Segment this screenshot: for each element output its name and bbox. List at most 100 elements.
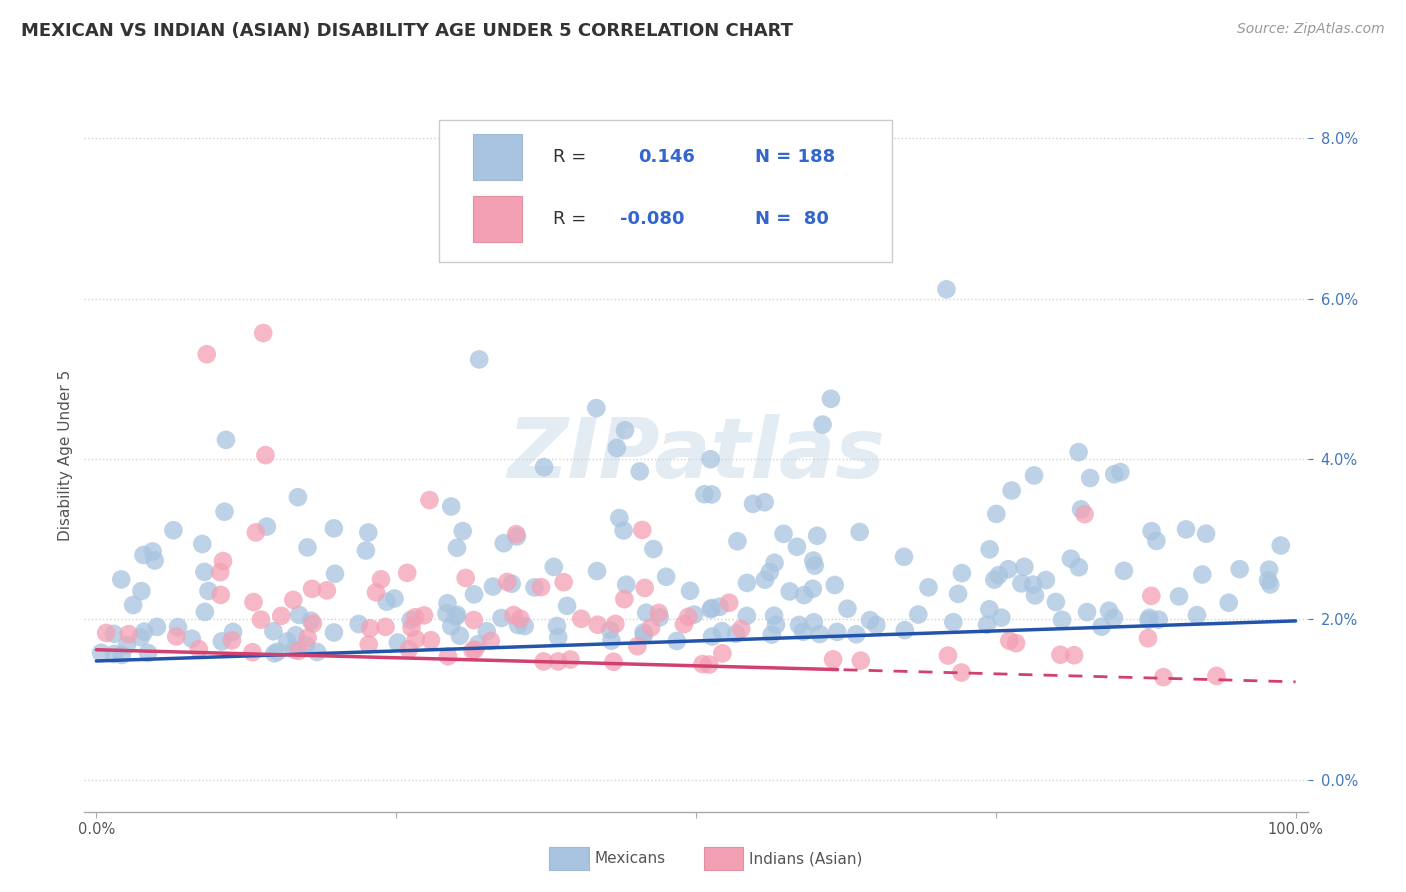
Point [134,624,156,639]
Point [1098,604,1121,618]
Point [245,525,267,540]
Point [384,591,406,606]
Point [242,645,264,659]
Point [506,529,529,543]
Point [1168,590,1191,604]
Point [509,612,531,626]
Point [475,624,498,639]
Point [1060,551,1083,566]
Point [700,487,723,501]
Point [146,620,169,634]
Point [1014,559,1036,574]
Point [143,553,166,567]
Point [301,582,323,596]
Point [1067,445,1090,459]
Point [115,638,138,652]
Point [725,534,748,549]
Point [725,626,748,640]
Point [602,655,624,669]
Point [405,632,427,646]
Point [283,592,305,607]
Point [643,542,665,557]
Point [1137,631,1160,645]
Point [1229,562,1251,576]
Point [1073,507,1095,521]
Point [1218,596,1240,610]
Point [665,634,688,648]
Point [263,646,285,660]
Text: R =: R = [553,148,586,166]
Point [357,525,380,540]
Point [1049,648,1071,662]
Point [710,624,733,639]
Point [612,524,634,538]
Point [907,607,929,622]
Point [1147,613,1170,627]
Point [212,554,235,568]
Point [997,562,1019,576]
Point [586,564,609,578]
Point [585,401,607,416]
Point [302,616,325,631]
Point [165,629,187,643]
Point [506,618,529,632]
Point [1102,467,1125,482]
Point [1063,648,1085,663]
Point [634,581,657,595]
Point [772,526,794,541]
Point [287,490,309,504]
Point [131,584,153,599]
Point [122,598,145,612]
Point [693,487,716,501]
Point [533,460,555,475]
Point [786,540,808,554]
Point [162,523,184,537]
Point [640,620,662,634]
Point [191,537,214,551]
Point [262,624,284,639]
Point [1005,636,1028,650]
Point [894,623,917,637]
Point [942,615,965,630]
Point [1258,563,1281,577]
Point [90,646,112,660]
Point [808,627,831,641]
Point [1076,605,1098,619]
Point [1024,588,1046,602]
Point [1195,526,1218,541]
Point [700,602,723,616]
Point [1050,613,1073,627]
Point [359,621,381,635]
Point [761,628,783,642]
Point [195,347,218,361]
Point [214,505,236,519]
Point [647,606,669,620]
Point [1022,577,1045,591]
Point [679,583,702,598]
Point [1112,564,1135,578]
Point [586,617,609,632]
Point [700,630,723,644]
Point [315,583,337,598]
Point [569,612,592,626]
Point [252,326,274,340]
Point [374,620,396,634]
Point [440,500,463,514]
Point [1185,608,1208,623]
Point [648,610,671,624]
Point [454,571,477,585]
Point [242,595,264,609]
Point [633,625,655,640]
Point [763,608,786,623]
Point [1257,574,1279,588]
Point [1205,669,1227,683]
Point [986,507,1008,521]
Point [1140,589,1163,603]
Point [523,581,546,595]
Point [440,619,463,633]
Point [950,665,973,680]
Point [1045,595,1067,609]
Point [446,541,468,555]
Point [823,652,845,666]
Point [859,613,882,627]
